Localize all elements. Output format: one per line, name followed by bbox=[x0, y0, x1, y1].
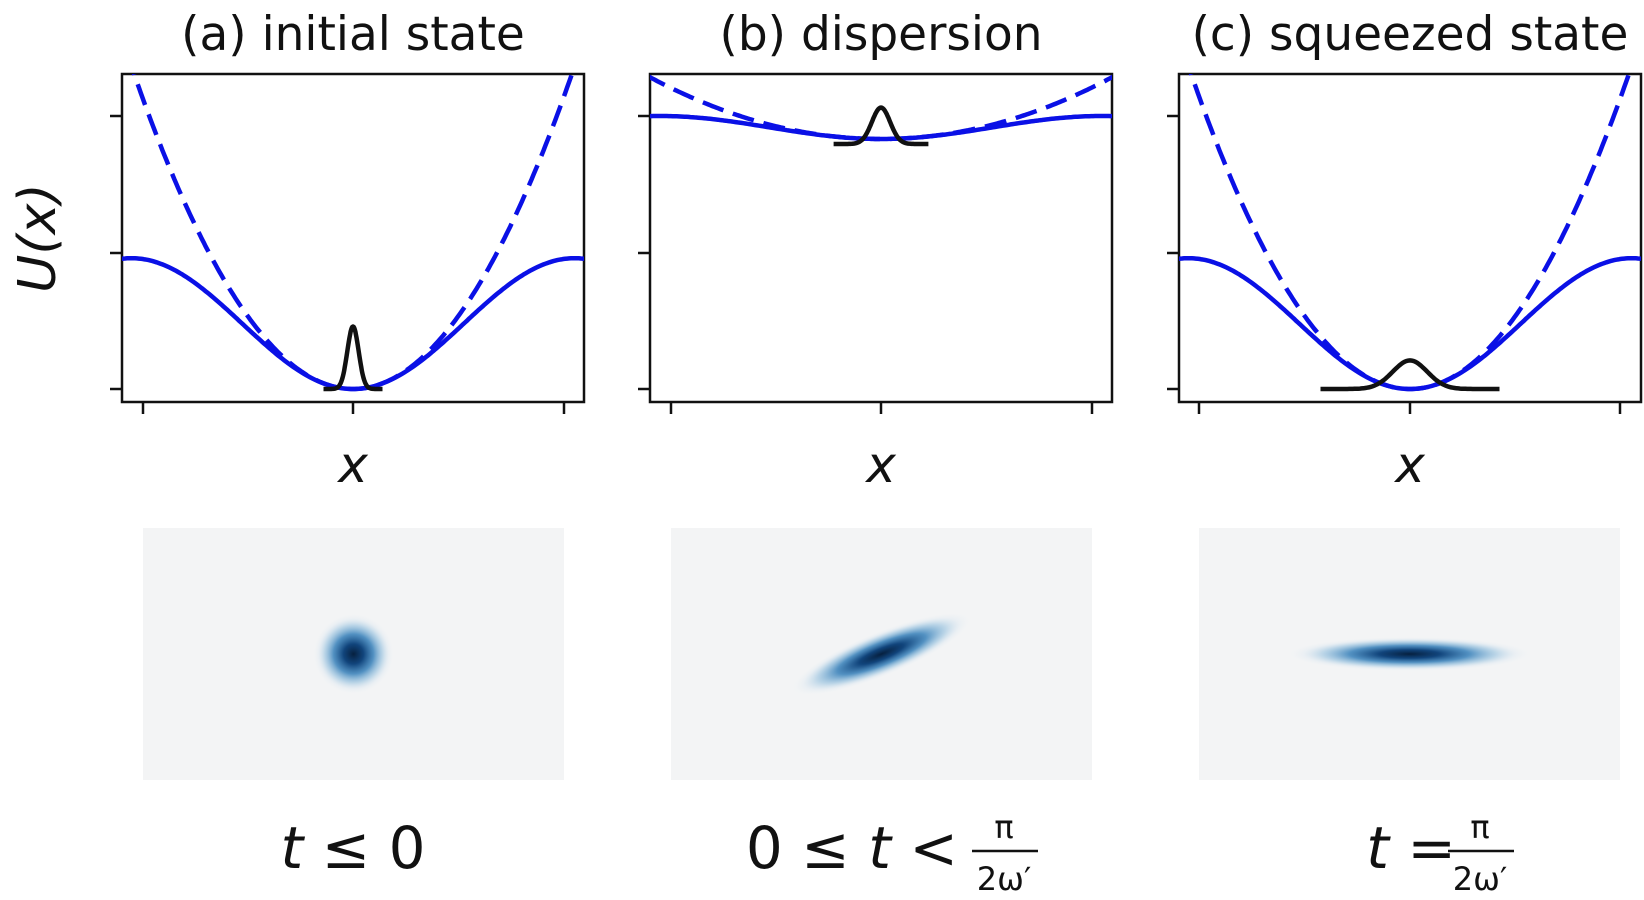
panel-a-wigner-blob bbox=[313, 614, 394, 694]
panel-b-title: (b) dispersion bbox=[720, 7, 1043, 62]
panel-a-axes bbox=[120, 72, 586, 404]
panel-b-time-label: 0 ≤ t < π 2ω′ bbox=[746, 808, 1038, 898]
panel-c-wavepacket bbox=[1320, 358, 1500, 392]
panel-b-wigner-blob bbox=[793, 613, 970, 695]
panel-a-time-label: t ≤ 0 bbox=[280, 814, 425, 882]
panel-c: (c) squeezed state x t = π 2ω′ bbox=[1167, 7, 1643, 898]
panel-c-frac-num: π bbox=[1470, 808, 1489, 846]
panel-c-title: (c) squeezed state bbox=[1192, 7, 1629, 62]
panel-a-title: (a) initial state bbox=[181, 7, 525, 62]
panel-b: (b) dispersion x 0 ≤ t < π 2ω′ bbox=[638, 7, 1114, 898]
panel-c-axes bbox=[1177, 72, 1643, 404]
panel-a-cosine-potential bbox=[122, 255, 584, 392]
panel-a-x-label: x bbox=[336, 436, 368, 494]
panel-a-ticks bbox=[110, 114, 566, 414]
panel-c-wigner-blob bbox=[1289, 637, 1530, 671]
panel-b-axes bbox=[648, 72, 1114, 404]
panel-c-cosine-potential bbox=[1179, 255, 1641, 392]
svg-text:0 ≤ t <: 0 ≤ t < bbox=[746, 814, 958, 882]
panel-a: (a) initial state x t ≤ 0 bbox=[110, 7, 586, 882]
panel-b-x-label: x bbox=[864, 436, 896, 494]
panel-c-ticks bbox=[1167, 114, 1622, 414]
panel-c-time-label: t = π 2ω′ bbox=[1366, 808, 1514, 898]
panel-b-frac-den: 2ω′ bbox=[977, 860, 1031, 898]
panel-c-x-label: x bbox=[1393, 436, 1425, 494]
panel-b-ticks bbox=[638, 114, 1094, 414]
panel-b-frac-num: π bbox=[994, 808, 1013, 846]
panel-b-wavepacket bbox=[833, 105, 929, 147]
panel-c-frac-den: 2ω′ bbox=[1453, 860, 1507, 898]
panel-a-wavepacket bbox=[323, 324, 383, 392]
y-axis-label: U(x) bbox=[8, 183, 68, 292]
svg-text:t =: t = bbox=[1366, 814, 1456, 882]
panel-b-cosine-potential bbox=[650, 113, 1112, 142]
